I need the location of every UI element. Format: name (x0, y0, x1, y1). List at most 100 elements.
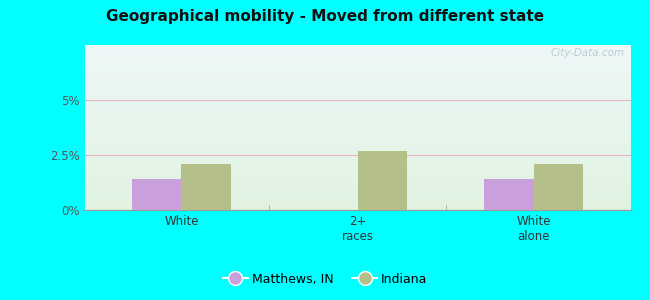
Bar (84, 98, 630, 99)
Bar (84, 187, 630, 188)
Bar (84, 172, 630, 173)
Bar (84, 57, 630, 58)
Bar (84, 205, 630, 206)
Bar (84, 199, 630, 200)
Bar (84, 50, 630, 51)
Bar (84, 71, 630, 72)
Bar (84, 189, 630, 190)
Bar (84, 160, 630, 161)
Bar (84, 85, 630, 86)
Bar (84, 115, 630, 116)
Bar (84, 82, 630, 83)
Bar (358, 151, 407, 210)
Bar (84, 51, 630, 52)
Bar (84, 155, 630, 156)
Bar (84, 47, 630, 48)
Bar (84, 134, 630, 135)
Bar (84, 180, 630, 181)
Bar (84, 86, 630, 87)
Bar (84, 167, 630, 168)
Bar (84, 190, 630, 191)
Bar (84, 104, 630, 105)
Bar (84, 58, 630, 59)
Bar (84, 123, 630, 124)
Bar (84, 145, 630, 146)
Bar (84, 120, 630, 121)
Bar (84, 163, 630, 164)
Bar (84, 135, 630, 136)
Bar (84, 161, 630, 162)
Bar (84, 72, 630, 73)
Bar (84, 160, 630, 161)
Bar (84, 131, 630, 132)
Bar (84, 137, 630, 138)
Bar (84, 201, 630, 202)
Bar (84, 108, 630, 109)
Bar (84, 177, 630, 178)
Bar (84, 208, 630, 209)
Bar (84, 130, 630, 131)
Bar (84, 63, 630, 64)
Bar (84, 53, 630, 54)
Bar (84, 129, 630, 130)
Bar (84, 168, 630, 169)
Bar (84, 73, 630, 74)
Bar (84, 96, 630, 97)
Bar (84, 62, 630, 63)
Bar (84, 102, 630, 103)
Bar (84, 111, 630, 112)
Bar (84, 154, 630, 155)
Bar (84, 184, 630, 185)
Bar (84, 147, 630, 148)
Bar (84, 113, 630, 114)
Bar (84, 207, 630, 208)
Bar (84, 75, 630, 76)
Bar (84, 198, 630, 199)
Bar (84, 150, 630, 151)
Bar (484, 179, 534, 210)
Bar (84, 169, 630, 170)
Bar (84, 173, 630, 174)
Bar (84, 164, 630, 165)
Bar (84, 67, 630, 68)
Bar (84, 109, 630, 110)
Bar (84, 85, 630, 86)
Bar (84, 195, 630, 196)
Bar (84, 80, 630, 81)
Bar (84, 65, 630, 66)
Bar (84, 128, 630, 129)
Bar (84, 174, 630, 175)
Bar (84, 89, 630, 90)
Bar (84, 68, 630, 69)
Bar (84, 125, 630, 126)
Legend: Matthews, IN, Indiana: Matthews, IN, Indiana (218, 268, 432, 291)
Bar (84, 74, 630, 75)
Bar (132, 179, 181, 210)
Bar (84, 202, 630, 203)
Bar (84, 54, 630, 55)
Bar (84, 66, 630, 67)
Bar (84, 100, 630, 101)
Bar (84, 153, 630, 154)
Bar (84, 77, 630, 78)
Bar (84, 56, 630, 57)
Bar (84, 99, 630, 100)
Bar (84, 94, 630, 95)
Bar (84, 178, 630, 179)
Bar (84, 202, 630, 203)
Bar (84, 142, 630, 143)
Bar (84, 119, 630, 120)
Bar (84, 136, 630, 137)
Bar (84, 192, 630, 193)
Bar (84, 179, 630, 180)
Bar (84, 162, 630, 163)
Bar (84, 148, 630, 149)
Bar (84, 64, 630, 65)
Bar (84, 146, 630, 147)
Bar (84, 46, 630, 47)
Bar (84, 200, 630, 201)
Bar (84, 209, 630, 210)
Bar (84, 105, 630, 106)
Bar (84, 166, 630, 167)
Bar (84, 83, 630, 84)
